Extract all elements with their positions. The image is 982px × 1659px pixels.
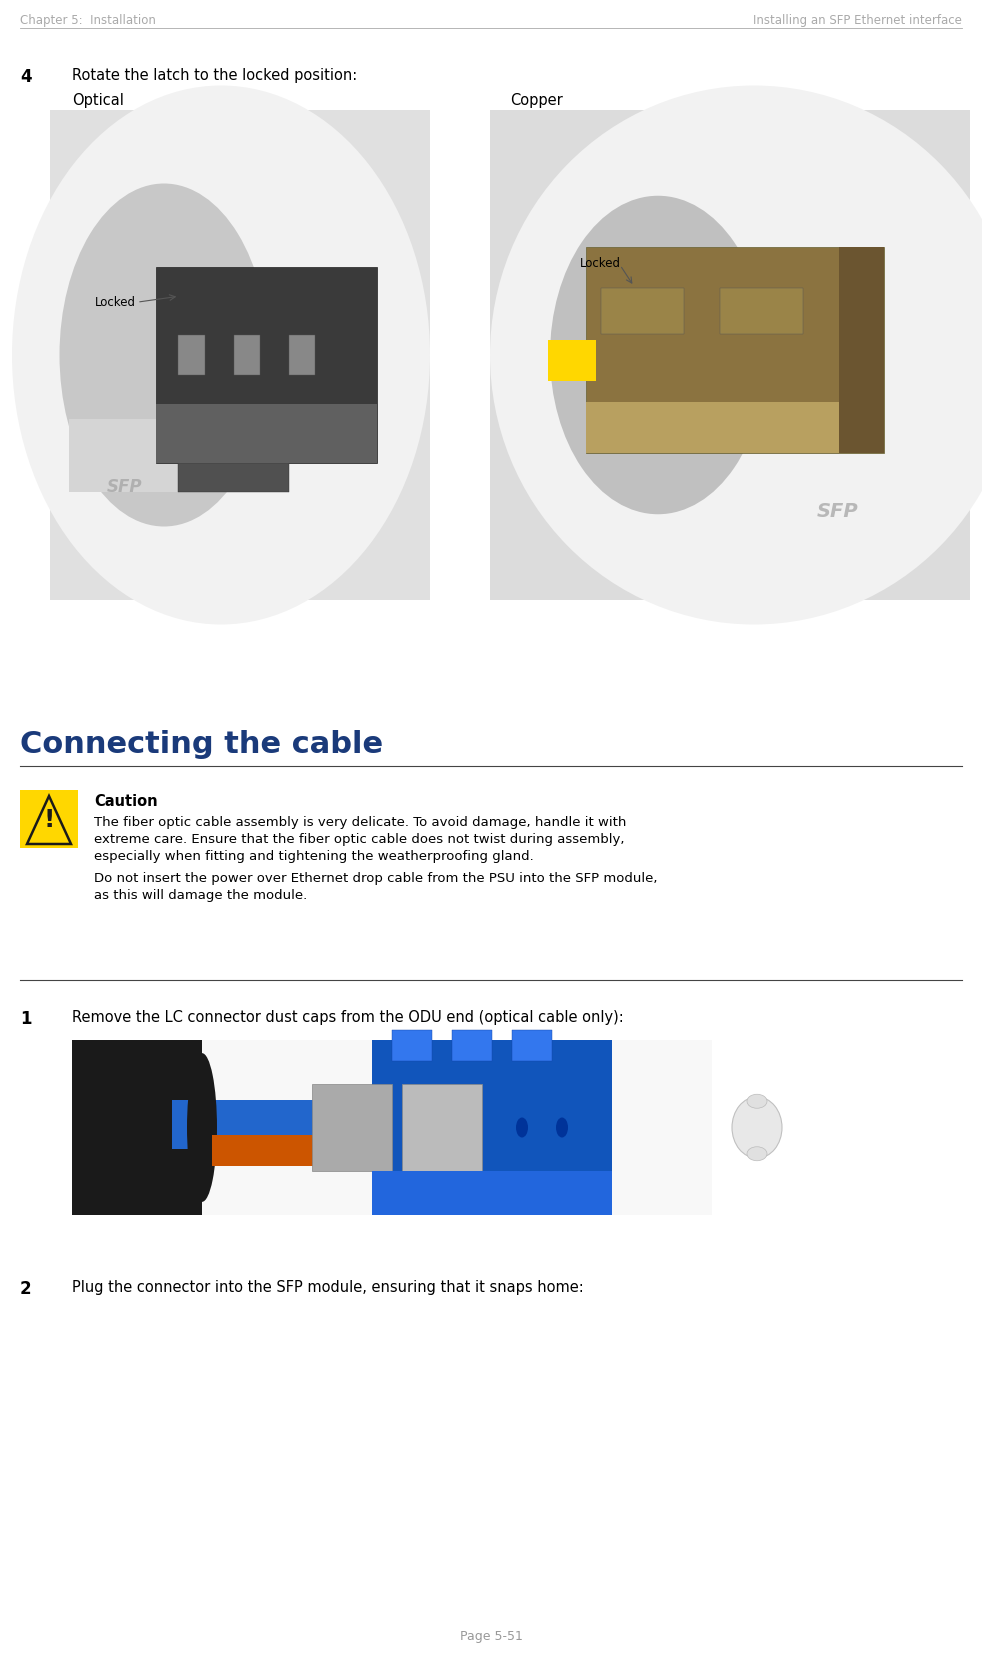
Text: 1: 1 [20,1010,31,1029]
Bar [312,1083,392,1171]
Bar [548,340,596,382]
Text: Locked: Locked [95,297,136,309]
Text: Do not insert the power over Ethernet drop cable from the PSU into the SFP modul: Do not insert the power over Ethernet dr… [94,873,658,884]
Bar [20,790,78,848]
Polygon shape [27,796,71,844]
Text: Locked: Locked [580,257,621,270]
Ellipse shape [732,1097,782,1158]
Text: Page 5-51: Page 5-51 [460,1631,522,1642]
Bar [586,247,884,453]
Bar [720,289,803,333]
Text: SFP: SFP [816,503,858,521]
Bar [179,335,205,375]
Bar [839,247,884,453]
Ellipse shape [556,1118,568,1138]
Text: Plug the connector into the SFP module, ensuring that it snaps home:: Plug the connector into the SFP module, … [72,1281,583,1296]
Bar [372,1040,612,1214]
Bar [490,109,970,601]
Bar [179,463,289,493]
Text: Rotate the latch to the locked position:: Rotate the latch to the locked position: [72,68,357,83]
Bar [72,1040,202,1214]
Text: extreme care. Ensure that the fiber optic cable does not twist during assembly,: extreme care. Ensure that the fiber opti… [94,833,625,846]
Bar [50,109,430,601]
Text: !: ! [43,808,55,833]
Ellipse shape [12,86,430,624]
Text: Copper: Copper [510,93,563,108]
Text: Remove the LC connector dust caps from the ODU end (optical cable only):: Remove the LC connector dust caps from t… [72,1010,624,1025]
Bar [156,267,377,463]
Bar [452,1030,492,1062]
Ellipse shape [490,86,982,624]
Bar [212,1135,342,1166]
Bar [402,1083,482,1171]
Ellipse shape [516,1118,528,1138]
Ellipse shape [60,184,268,526]
Ellipse shape [187,1053,217,1201]
Bar [172,1100,432,1148]
Bar [372,1171,612,1214]
Bar [586,401,884,453]
Ellipse shape [747,1095,767,1108]
Bar [156,405,377,463]
Text: 2: 2 [20,1281,31,1297]
Text: as this will damage the module.: as this will damage the module. [94,889,307,902]
Bar [512,1030,552,1062]
Ellipse shape [747,1146,767,1161]
Text: The fiber optic cable assembly is very delicate. To avoid damage, handle it with: The fiber optic cable assembly is very d… [94,816,627,830]
Bar [72,1040,712,1214]
Text: Connecting the cable: Connecting the cable [20,730,383,760]
Text: especially when fitting and tightening the weatherproofing gland.: especially when fitting and tightening t… [94,849,534,863]
Text: Optical: Optical [72,93,124,108]
Text: 4: 4 [20,68,31,86]
Bar [392,1030,432,1062]
Bar [234,335,260,375]
Bar [601,289,684,333]
Bar [289,335,315,375]
Text: SFP: SFP [107,478,142,496]
Ellipse shape [550,196,766,514]
Text: Caution: Caution [94,795,158,810]
Bar [69,418,202,493]
Text: Installing an SFP Ethernet interface: Installing an SFP Ethernet interface [753,13,962,27]
Text: Chapter 5:  Installation: Chapter 5: Installation [20,13,156,27]
